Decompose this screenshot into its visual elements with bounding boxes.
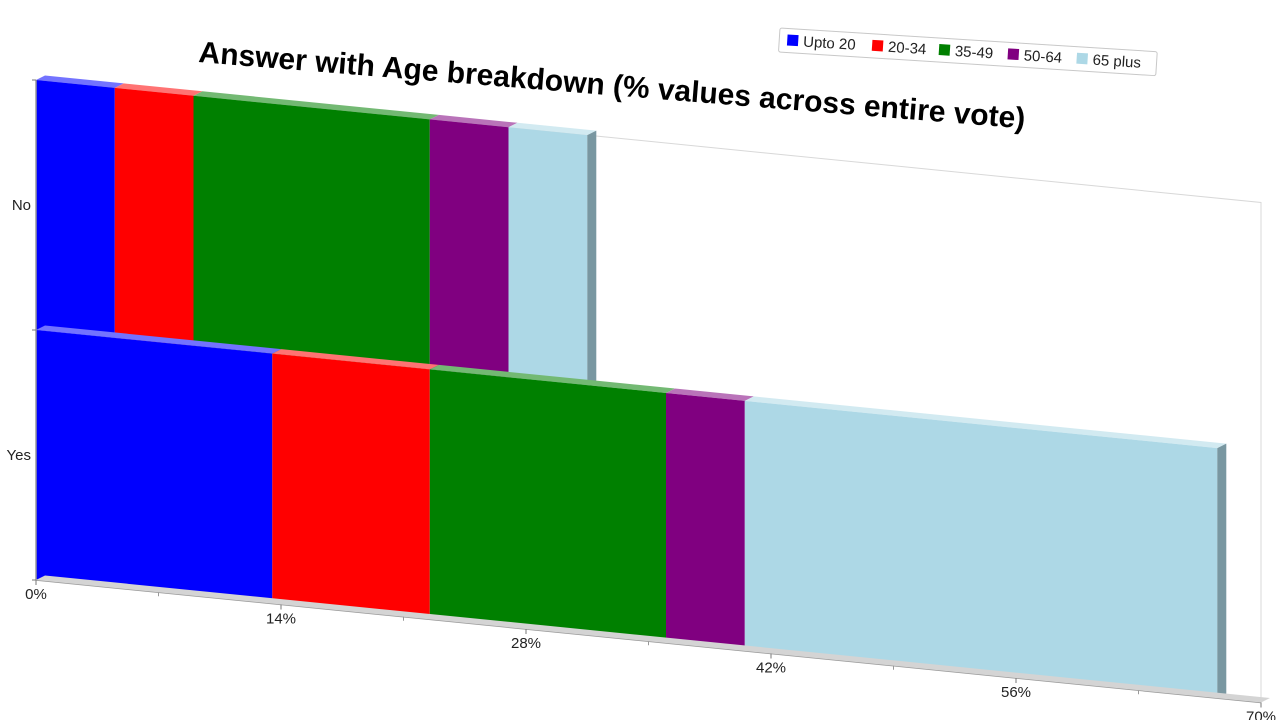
y-tick-label-yes: Yes — [7, 447, 31, 464]
bar-yes-50-64 — [666, 393, 745, 651]
bar-top-no-2 — [193, 91, 439, 120]
legend-label-upto-20: Upto 20 — [803, 33, 857, 53]
x-tick-label-4: 56% — [1001, 684, 1031, 701]
bar-top-yes-3 — [666, 388, 754, 401]
bar-top-yes-0 — [36, 325, 282, 354]
bar-top-yes-4 — [744, 396, 1227, 449]
bar-top-yes-2 — [429, 364, 675, 393]
legend-label-50-64: 50-64 — [1023, 47, 1062, 66]
legend-label-35-49: 35-49 — [954, 43, 993, 62]
bar-no-65-plus — [508, 127, 588, 386]
legend-swatch-upto-20 — [786, 34, 799, 47]
bar-top-no-4 — [508, 122, 597, 136]
bars-group — [36, 75, 1227, 699]
legend-label-65-plus: 65 plus — [1092, 52, 1141, 72]
bar-no-35-49 — [193, 95, 430, 370]
x-axis-floor — [36, 575, 1270, 703]
x-tick-label-2: 28% — [511, 635, 541, 652]
legend-swatch-50-64 — [1007, 48, 1020, 61]
x-tick-label-0: 0% — [25, 586, 47, 603]
legend-label-20-34: 20-34 — [887, 39, 926, 58]
x-tick-label-1: 14% — [266, 611, 296, 628]
bar-no-50-64 — [429, 119, 509, 378]
bar-top-no-0 — [36, 75, 124, 88]
bar-side-yes — [1217, 443, 1227, 699]
bar-no-upto-20 — [36, 80, 115, 338]
bar-top-no-3 — [429, 114, 518, 128]
x-tick-label-3: 42% — [756, 660, 786, 677]
legend-swatch-65-plus — [1076, 52, 1089, 65]
x-tick-label-5: 70% — [1246, 709, 1276, 720]
bar-yes-35-49 — [429, 369, 666, 643]
bar-yes-20-34 — [272, 353, 430, 620]
bar-side-no — [587, 130, 597, 386]
axes-group: No Yes 0% 14% 28% 42% 56% 70% — [7, 79, 1276, 720]
legend-swatch-20-34 — [871, 39, 884, 52]
legend-swatch-35-49 — [938, 44, 951, 56]
bar-no-20-34 — [114, 87, 194, 346]
y-tick-label-no: No — [12, 197, 31, 214]
bar-top-yes-1 — [272, 349, 439, 370]
bar-top-no-1 — [114, 83, 203, 96]
bar-yes-upto-20 — [36, 330, 273, 604]
bar-yes-65-plus — [744, 400, 1218, 699]
legend: Upto 20 20-34 35-49 50-64 65 plus — [778, 27, 1158, 77]
